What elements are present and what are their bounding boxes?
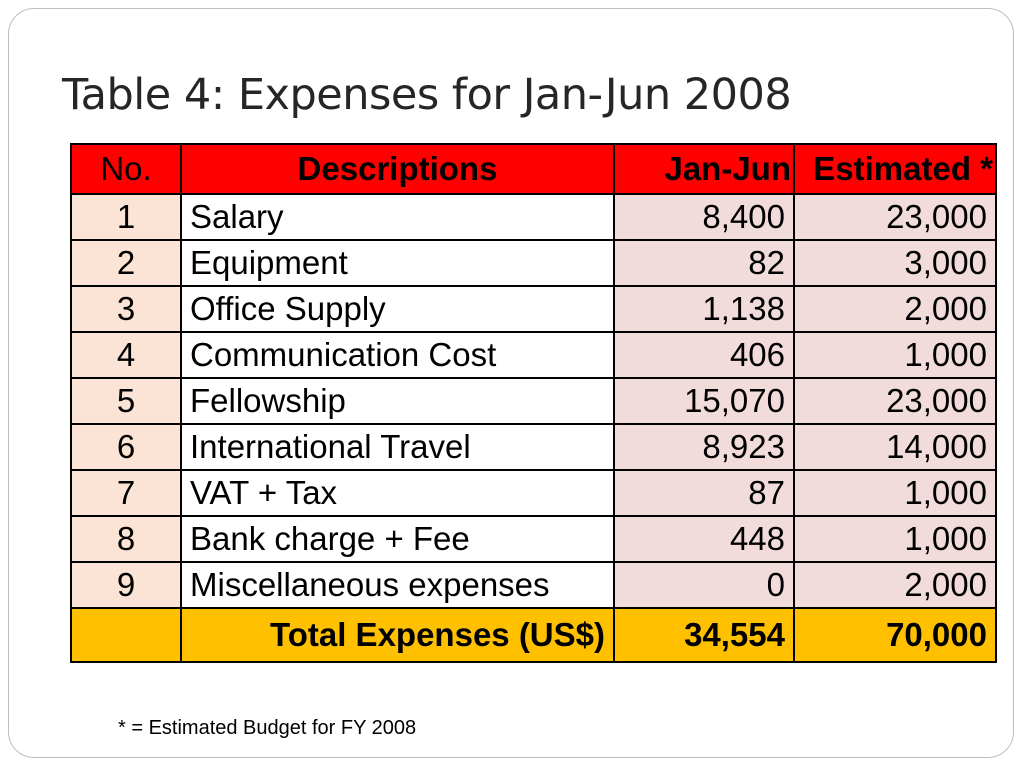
table-row: 8 Bank charge + Fee 448 1,000 [70, 515, 997, 563]
table-row: 6 International Travel 8,923 14,000 [70, 423, 997, 471]
row-no: 6 [70, 423, 182, 471]
header-estimated: Estimated * [793, 143, 997, 195]
row-no: 7 [70, 469, 182, 517]
row-jan-jun: 8,400 [613, 193, 795, 241]
row-estimated: 3,000 [793, 239, 997, 287]
header-no: No. [70, 143, 182, 195]
row-jan-jun: 1,138 [613, 285, 795, 333]
table-row: 7 VAT + Tax 87 1,000 [70, 469, 997, 517]
expenses-table: No. Descriptions Jan-Jun Estimated * 1 S… [70, 143, 997, 663]
total-label: Total Expenses (US$) [180, 607, 615, 663]
row-no: 1 [70, 193, 182, 241]
row-jan-jun: 15,070 [613, 377, 795, 425]
row-no: 4 [70, 331, 182, 379]
table-row: 4 Communication Cost 406 1,000 [70, 331, 997, 379]
row-estimated: 1,000 [793, 515, 997, 563]
row-no: 5 [70, 377, 182, 425]
row-description: Communication Cost [180, 331, 615, 379]
row-description: Miscellaneous expenses [180, 561, 615, 609]
row-no: 3 [70, 285, 182, 333]
row-estimated: 14,000 [793, 423, 997, 471]
row-description: Fellowship [180, 377, 615, 425]
row-description: International Travel [180, 423, 615, 471]
row-no: 9 [70, 561, 182, 609]
header-descriptions: Descriptions [180, 143, 615, 195]
row-description: Bank charge + Fee [180, 515, 615, 563]
row-description: VAT + Tax [180, 469, 615, 517]
table-row: 5 Fellowship 15,070 23,000 [70, 377, 997, 425]
row-estimated: 1,000 [793, 469, 997, 517]
row-estimated: 2,000 [793, 285, 997, 333]
slide-title: Table 4: Expenses for Jan-Jun 2008 [62, 70, 792, 120]
row-no: 2 [70, 239, 182, 287]
table-row: 2 Equipment 82 3,000 [70, 239, 997, 287]
row-jan-jun: 87 [613, 469, 795, 517]
total-estimated: 70,000 [793, 607, 997, 663]
table-row: 3 Office Supply 1,138 2,000 [70, 285, 997, 333]
row-description: Salary [180, 193, 615, 241]
row-description: Office Supply [180, 285, 615, 333]
total-jan-jun: 34,554 [613, 607, 795, 663]
row-description: Equipment [180, 239, 615, 287]
footnote: * = Estimated Budget for FY 2008 [118, 717, 417, 739]
header-jan-jun: Jan-Jun [613, 143, 795, 195]
table-row: 9 Miscellaneous expenses 0 2,000 [70, 561, 997, 609]
row-jan-jun: 406 [613, 331, 795, 379]
total-no-empty [70, 607, 182, 663]
row-estimated: 1,000 [793, 331, 997, 379]
row-jan-jun: 448 [613, 515, 795, 563]
table-row: 1 Salary 8,400 23,000 [70, 193, 997, 241]
row-jan-jun: 8,923 [613, 423, 795, 471]
row-estimated: 23,000 [793, 377, 997, 425]
row-estimated: 2,000 [793, 561, 997, 609]
table-total-row: Total Expenses (US$) 34,554 70,000 [70, 607, 997, 663]
row-estimated: 23,000 [793, 193, 997, 241]
table-header-row: No. Descriptions Jan-Jun Estimated * [70, 143, 997, 195]
row-jan-jun: 0 [613, 561, 795, 609]
row-no: 8 [70, 515, 182, 563]
row-jan-jun: 82 [613, 239, 795, 287]
